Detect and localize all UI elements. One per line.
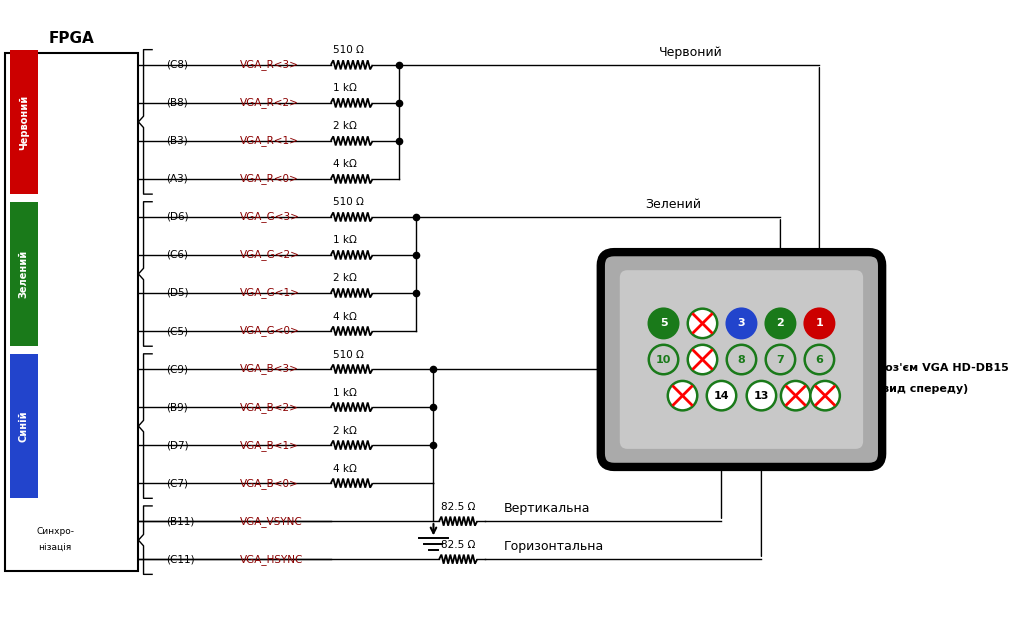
Text: 1 kΩ: 1 kΩ (333, 235, 357, 245)
Circle shape (668, 381, 697, 411)
Text: (C5): (C5) (166, 326, 189, 336)
Circle shape (805, 345, 834, 374)
Circle shape (649, 309, 679, 338)
Text: 14: 14 (713, 391, 730, 401)
Text: VGA_B<1>: VGA_B<1> (240, 440, 298, 451)
Text: 10: 10 (656, 354, 671, 364)
Text: (B9): (B9) (166, 402, 189, 412)
FancyBboxPatch shape (9, 354, 38, 499)
Circle shape (746, 381, 776, 411)
Text: 7: 7 (777, 354, 784, 364)
Text: VGA_G<2>: VGA_G<2> (240, 250, 299, 260)
Text: 13: 13 (753, 391, 769, 401)
Text: Синій: Синій (18, 410, 29, 442)
Text: 4 kΩ: 4 kΩ (333, 159, 357, 169)
Text: VGA_R<3>: VGA_R<3> (240, 59, 298, 71)
Text: (C6): (C6) (166, 250, 189, 260)
Text: Зелений: Зелений (645, 198, 701, 212)
Text: 1: 1 (816, 318, 823, 328)
Text: 4 kΩ: 4 kΩ (333, 311, 357, 321)
Text: Червоний: Червоний (659, 46, 723, 59)
Text: Роз'єм VGA HD-DB15: Роз'єм VGA HD-DB15 (877, 363, 1010, 373)
Text: (A3): (A3) (166, 174, 189, 184)
Text: VGA_R<1>: VGA_R<1> (240, 135, 298, 147)
Text: FPGA: FPGA (48, 31, 94, 46)
Text: 510 Ω: 510 Ω (333, 197, 364, 207)
Circle shape (781, 381, 811, 411)
Text: VGA_HSYNC: VGA_HSYNC (240, 553, 303, 565)
Circle shape (811, 381, 839, 411)
Text: нізація: нізація (39, 544, 72, 553)
Text: 510 Ω: 510 Ω (333, 46, 364, 56)
Circle shape (688, 309, 718, 338)
Text: 82.5 Ω: 82.5 Ω (441, 540, 476, 550)
Text: 510 Ω: 510 Ω (333, 349, 364, 359)
Text: (D5): (D5) (166, 288, 189, 298)
Text: (B3): (B3) (166, 136, 189, 146)
FancyBboxPatch shape (620, 270, 863, 449)
Text: 1 kΩ: 1 kΩ (333, 388, 357, 397)
Circle shape (688, 345, 718, 374)
Circle shape (805, 309, 834, 338)
Circle shape (649, 345, 679, 374)
Text: 4 kΩ: 4 kΩ (333, 464, 357, 474)
Text: Червоний: Червоний (18, 94, 29, 150)
Text: (B8): (B8) (166, 98, 189, 108)
Text: Вертикальна: Вертикальна (504, 502, 590, 515)
FancyBboxPatch shape (9, 50, 38, 194)
Text: 6: 6 (816, 354, 823, 364)
Text: (C7): (C7) (166, 478, 189, 488)
Text: VGA_G<0>: VGA_G<0> (240, 326, 299, 336)
FancyBboxPatch shape (9, 202, 38, 346)
Text: Синій: Синій (631, 350, 668, 363)
Text: (B11): (B11) (166, 516, 195, 526)
Circle shape (727, 309, 756, 338)
Text: (C8): (C8) (166, 60, 189, 70)
Text: 5: 5 (660, 318, 667, 328)
Text: 82.5 Ω: 82.5 Ω (441, 502, 476, 512)
Text: VGA_G<1>: VGA_G<1> (240, 288, 299, 298)
Circle shape (707, 381, 736, 411)
Circle shape (727, 345, 756, 374)
Circle shape (766, 309, 795, 338)
FancyBboxPatch shape (5, 54, 137, 570)
Text: 8: 8 (738, 354, 745, 364)
Text: VGA_B<0>: VGA_B<0> (240, 477, 298, 489)
Text: (вид спереду): (вид спереду) (877, 384, 969, 394)
Text: VGA_R<0>: VGA_R<0> (240, 173, 298, 184)
Text: 3: 3 (738, 318, 745, 328)
Text: 2 kΩ: 2 kΩ (333, 426, 357, 436)
Text: 2 kΩ: 2 kΩ (333, 273, 357, 283)
Text: VGA_VSYNC: VGA_VSYNC (240, 515, 302, 527)
Circle shape (766, 345, 795, 374)
Text: VGA_B<3>: VGA_B<3> (240, 364, 298, 374)
Text: (C11): (C11) (166, 554, 195, 564)
Text: (C9): (C9) (166, 364, 189, 374)
Text: (D6): (D6) (166, 212, 189, 222)
Text: (D7): (D7) (166, 440, 189, 450)
Text: Синхро-: Синхро- (36, 527, 74, 536)
Text: Зелений: Зелений (18, 250, 29, 298)
Text: 2 kΩ: 2 kΩ (333, 122, 357, 132)
Text: VGA_B<2>: VGA_B<2> (240, 402, 298, 412)
Text: Горизонтальна: Горизонтальна (504, 540, 604, 553)
FancyBboxPatch shape (601, 252, 883, 467)
Text: VGA_G<3>: VGA_G<3> (240, 212, 299, 222)
Text: 1 kΩ: 1 kΩ (333, 84, 357, 94)
Text: 2: 2 (777, 318, 784, 328)
Text: VGA_R<2>: VGA_R<2> (240, 97, 298, 109)
